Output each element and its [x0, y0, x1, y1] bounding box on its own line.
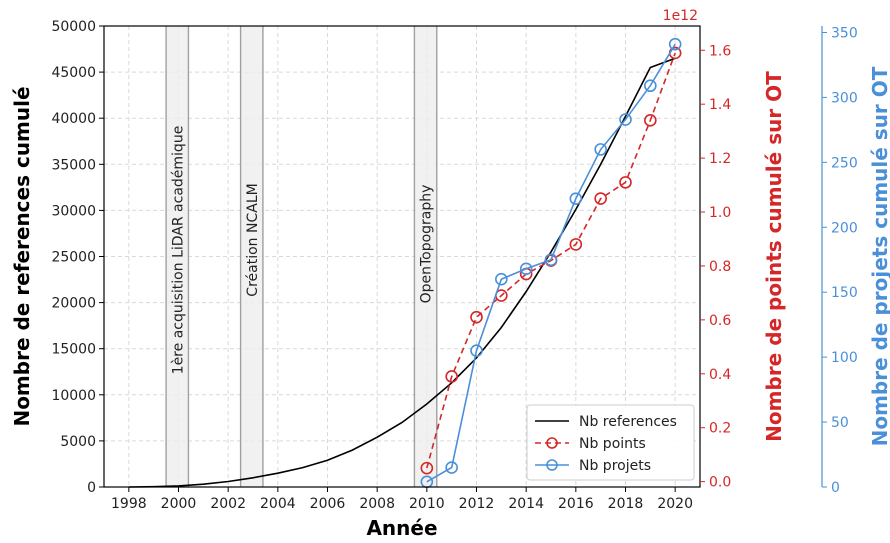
- data-point: [594, 143, 607, 156]
- x-tick-label: 2008: [359, 496, 395, 512]
- legend-label: Nb points: [579, 436, 646, 452]
- data-point: [519, 262, 533, 276]
- left-tick-label: 0: [87, 480, 96, 496]
- data-point: [569, 238, 583, 251]
- data-point: [594, 192, 607, 205]
- x-tick-label: 2004: [260, 496, 296, 512]
- data-point: [619, 113, 632, 126]
- right1-tick-label: 0.0: [709, 475, 731, 491]
- right1-tick-label: 1.2: [709, 151, 731, 167]
- data-point: [495, 272, 508, 286]
- legend-marker: [546, 437, 558, 449]
- right2-axis-label: Nombre de projets cumulé sur OT: [868, 66, 890, 446]
- right2-tick-label: 100: [831, 350, 858, 366]
- annotation-label: 1ère acquisition LiDAR académique: [170, 126, 186, 375]
- left-tick-label: 15000: [51, 342, 96, 358]
- annotation-label: OpenTopography: [419, 185, 435, 304]
- right1-offset-label: 1e12: [663, 8, 698, 24]
- legend-box: [526, 404, 695, 481]
- data-point: [668, 37, 682, 51]
- left-tick-label: 25000: [51, 250, 96, 266]
- series-line: [128, 57, 676, 488]
- data-point: [445, 461, 458, 474]
- right1-tick-label: 1.4: [709, 97, 731, 113]
- legend: Nb references Nb points Nb projets: [526, 404, 695, 481]
- data-point: [569, 192, 583, 206]
- x-tick-label: 2016: [558, 496, 594, 512]
- right2-tick-label: 200: [831, 220, 858, 236]
- left-tick-label: 5000: [60, 434, 96, 450]
- data-point: [644, 79, 657, 93]
- right1-tick-label: 0.2: [709, 421, 731, 437]
- right2-tick-label: 50: [831, 415, 849, 431]
- x-tick-label: 2014: [508, 496, 544, 512]
- annotation-band: [166, 26, 189, 487]
- right1-tick-label: 0.4: [709, 367, 731, 383]
- left-tick-label: 45000: [51, 65, 96, 81]
- data-point: [445, 370, 458, 383]
- left-tick-label: 40000: [51, 111, 96, 127]
- left-tick-label: 50000: [51, 19, 96, 35]
- x-tick-label: 1998: [111, 496, 147, 512]
- x-tick-label: 2018: [608, 496, 644, 512]
- right2-tick-label: 300: [831, 90, 858, 106]
- x-tick-label: 2000: [161, 496, 197, 512]
- left-tick-label: 20000: [51, 296, 96, 312]
- x-axis-label: Année: [366, 516, 437, 540]
- data-point: [619, 176, 632, 189]
- right2-tick-label: 0: [831, 480, 840, 496]
- annotation-label: Création NCALM: [245, 183, 261, 296]
- x-tick-label: 2010: [409, 496, 445, 512]
- data-point: [420, 461, 434, 475]
- left-axis-label: Nombre de references cumulé: [10, 86, 34, 426]
- right1-axis-label: Nombre de points cumulé sur OT: [762, 71, 786, 442]
- left-tick-label: 10000: [51, 388, 96, 404]
- annotation-bands: 1ère acquisition LiDAR académique Créatio…: [165, 26, 438, 487]
- right1-tick-label: 0.8: [709, 259, 731, 275]
- data-point: [644, 114, 657, 127]
- left-tick-label: 30000: [51, 203, 96, 219]
- series-layer: [128, 37, 682, 489]
- data-point: [470, 344, 483, 357]
- x-tick-label: 2020: [657, 496, 693, 512]
- right1-tick-label: 0.6: [709, 313, 731, 329]
- x-tick-label: 2006: [310, 496, 346, 512]
- legend-marker: [546, 459, 558, 471]
- legend-label: Nb references: [579, 414, 677, 430]
- annotation-band: [240, 26, 263, 487]
- data-point: [470, 310, 483, 324]
- right2-tick-label: 350: [831, 25, 858, 41]
- x-tick-label: 2002: [210, 496, 246, 512]
- legend-label: Nb projets: [579, 458, 651, 474]
- axes: 1998 2000 2002 2004 2006 2008 2010 2012 2014 2016…: [10, 8, 890, 540]
- series-line: [426, 43, 676, 483]
- x-tick-label: 2012: [459, 496, 495, 512]
- annotation-band: [414, 26, 437, 487]
- right2-tick-label: 150: [831, 285, 858, 301]
- left-tick-label: 35000: [51, 157, 96, 173]
- right1-tick-label: 1.6: [709, 43, 731, 59]
- right1-tick-label: 1.0: [709, 205, 731, 221]
- grid: [104, 25, 700, 488]
- right2-tick-label: 250: [831, 155, 858, 171]
- data-point: [544, 253, 558, 267]
